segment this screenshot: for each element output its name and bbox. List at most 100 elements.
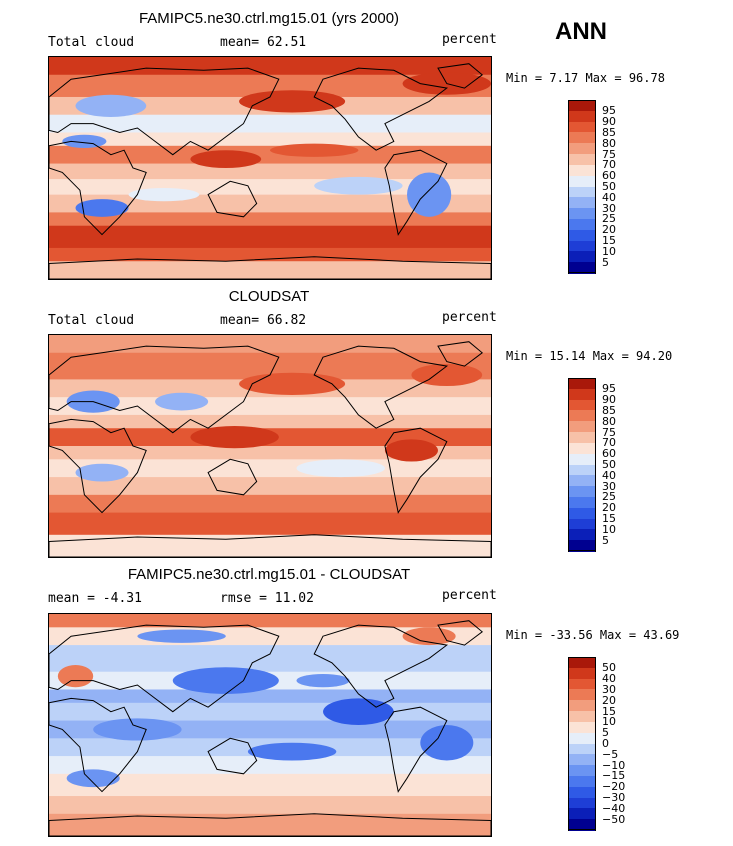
contour-region xyxy=(75,199,129,217)
colorbar-frame xyxy=(568,100,596,273)
panel-2-title: CLOUDSAT xyxy=(228,288,310,305)
contour-band xyxy=(49,225,491,249)
panel-2-left-label: Total cloud xyxy=(48,313,135,328)
coastline xyxy=(207,737,258,775)
contour-region xyxy=(75,463,129,482)
contour-region xyxy=(323,698,394,725)
colorbar-frame xyxy=(568,378,596,551)
colorbar-tick-label: 5 xyxy=(602,726,609,740)
coastline xyxy=(49,813,491,836)
colorbar-tick-label: 75 xyxy=(602,425,616,439)
panel-3-minmax: Min = -33.56 Max = 43.69 xyxy=(506,628,680,642)
colorbar-tick-label: 80 xyxy=(602,136,616,150)
panel-3-title: FAMIPC5.ne30.ctrl.mg15.01 - CLOUDSAT xyxy=(127,566,411,583)
contour-band xyxy=(49,756,491,775)
contour-band xyxy=(49,813,491,836)
contour-region xyxy=(190,150,262,168)
panel-2-colorbar: 95 90 85 80 75 70 60 50 40 30 25 20 15 10 5 xyxy=(568,378,638,552)
panel-1-minmax: Min = 7.17 Max = 96.78 xyxy=(506,71,665,85)
map-field xyxy=(49,614,491,836)
colorbar-tick-label: 10 xyxy=(602,244,616,258)
colorbar-tick-label: 70 xyxy=(602,436,616,450)
colorbar-tick-label: 60 xyxy=(602,447,616,461)
colorbar-tick-label: −30 xyxy=(602,791,626,805)
contour-band xyxy=(49,163,491,180)
coastline xyxy=(49,418,147,514)
coastline xyxy=(49,140,147,236)
panel-2-right-label: percent xyxy=(442,310,497,325)
colorbar-tick-label: 20 xyxy=(602,693,616,707)
colorbar-tick-label: 10 xyxy=(602,715,616,729)
contour-band xyxy=(49,74,491,98)
colorbar-tick-label: 25 xyxy=(602,490,616,504)
colorbar-tick-label: 90 xyxy=(602,115,616,129)
contour-region xyxy=(155,392,209,411)
contour-band xyxy=(49,145,491,165)
colorbar-tick-label: 50 xyxy=(602,661,616,675)
contour-region xyxy=(384,439,438,462)
colorbar-tick-label: −5 xyxy=(602,747,619,761)
panel-1-left-label: Total cloud xyxy=(48,35,135,50)
map-field xyxy=(49,57,491,279)
panel-1-center-label: mean= 62.51 xyxy=(220,35,307,50)
colorbar-tick-label: 40 xyxy=(602,190,616,204)
colorbar-tick-label: 70 xyxy=(602,158,616,172)
colorbar-tick-label: −40 xyxy=(602,801,626,815)
colorbar-tick-label: 5 xyxy=(602,255,609,269)
contour-region xyxy=(402,627,456,646)
coastline xyxy=(49,624,280,713)
contour-region xyxy=(128,187,200,202)
panel-3-right-label: percent xyxy=(442,588,497,603)
colorbar-tick-label: 80 xyxy=(602,414,616,428)
colorbar-tick-label: 15 xyxy=(602,234,616,248)
contour-region xyxy=(66,769,120,788)
contour-region xyxy=(296,459,385,478)
contour-band xyxy=(49,494,491,514)
contour-region xyxy=(75,94,147,117)
colorbar-tick-label: 50 xyxy=(602,180,616,193)
colorbar-tick-label: 20 xyxy=(602,501,616,515)
colorbar-tick-label: 50 xyxy=(602,458,616,471)
colorbar-tick-label: 10 xyxy=(602,522,616,536)
contour-region xyxy=(172,667,279,694)
coastline xyxy=(384,427,448,514)
colorbar-tick-label: 30 xyxy=(602,479,616,493)
panel-1-map xyxy=(48,56,492,280)
colorbar-tick-label: 95 xyxy=(602,104,616,118)
contour-region xyxy=(190,426,279,449)
colorbar-tick-label: 30 xyxy=(602,201,616,215)
map-field xyxy=(49,335,491,557)
coastline xyxy=(437,63,484,89)
colorbar-tick-label: 85 xyxy=(602,125,616,139)
colorbar-tick-label: −10 xyxy=(602,758,626,772)
season-label: ANN xyxy=(555,18,607,45)
contour-band xyxy=(49,261,491,279)
panel-1-right-label: percent xyxy=(442,32,497,47)
colorbar-tick-label: 40 xyxy=(602,672,616,686)
coastline xyxy=(207,180,258,218)
colorbar-frame xyxy=(568,657,596,830)
colorbar-tick-label: −15 xyxy=(602,769,626,783)
contour-band xyxy=(49,512,491,536)
colorbar-tick-label: 20 xyxy=(602,223,616,237)
coastline xyxy=(313,67,449,151)
contour-band xyxy=(49,477,491,496)
panel-3-map xyxy=(48,613,492,837)
colorbar-tick-label: 30 xyxy=(602,682,616,696)
coastline xyxy=(207,458,258,496)
contour-region xyxy=(247,742,337,761)
panel-2-minmax: Min = 15.14 Max = 94.20 xyxy=(506,349,673,363)
panel-3-colorbar: 50 40 30 20 15 10 5 0 −5 −10 −15 −20 −30 −40 −50 xyxy=(568,657,638,831)
contour-band xyxy=(49,247,491,262)
colorbar-tick-label: 90 xyxy=(602,393,616,407)
coastline xyxy=(437,620,484,646)
contour-band xyxy=(49,702,491,722)
colorbar-tick-label: 15 xyxy=(602,704,616,718)
colorbar-tick-label: 40 xyxy=(602,468,616,482)
colorbar-tick-label: −20 xyxy=(602,780,626,794)
contour-band xyxy=(49,414,491,429)
contour-band xyxy=(49,796,491,815)
coastline xyxy=(313,624,449,708)
coastline xyxy=(49,534,491,557)
colorbar-tick-label: 85 xyxy=(602,403,616,417)
